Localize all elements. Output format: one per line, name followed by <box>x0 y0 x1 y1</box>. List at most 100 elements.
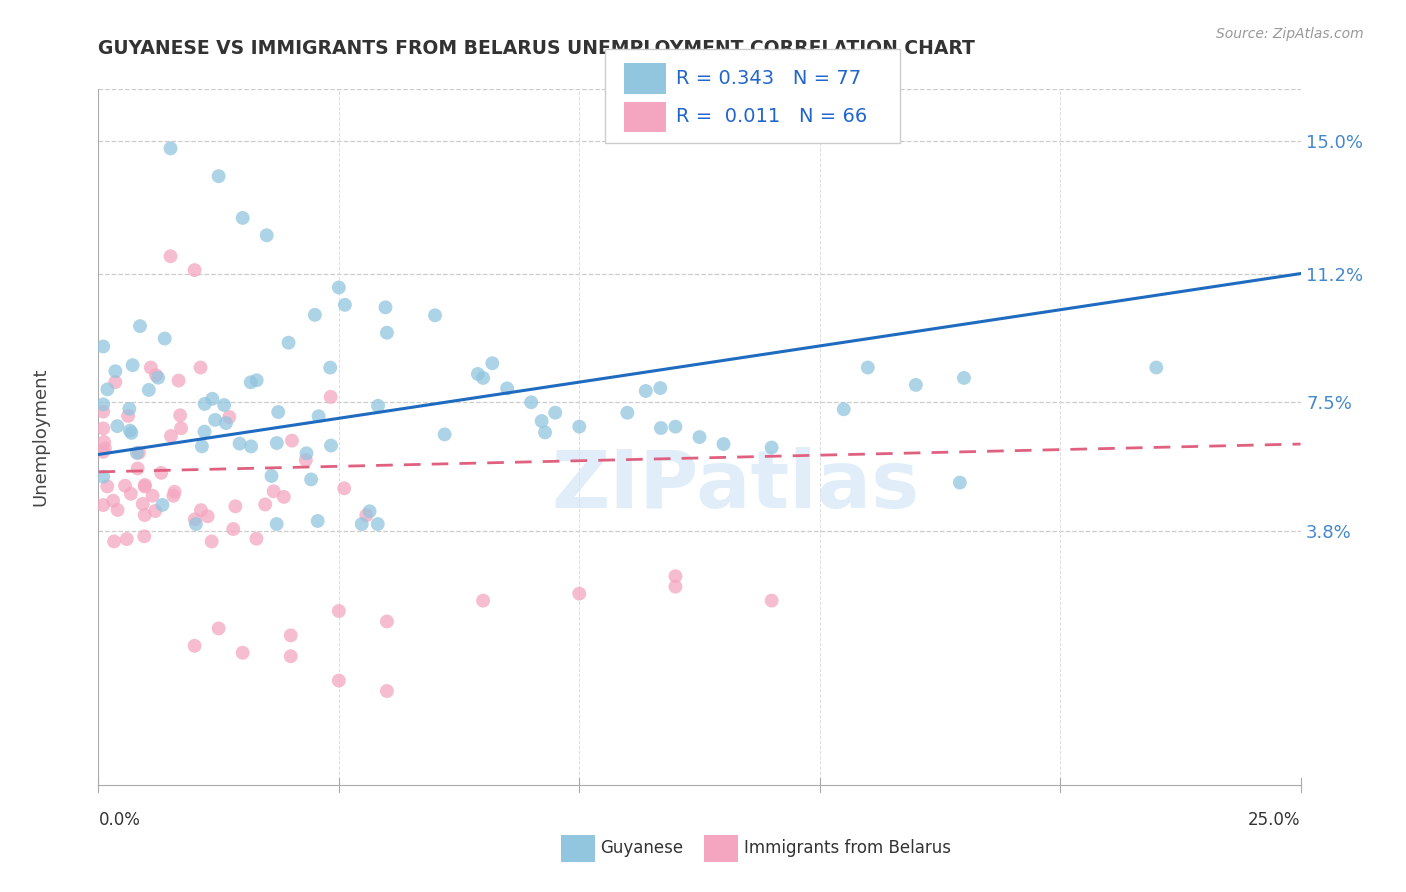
Guyanese <box>832 402 855 417</box>
Immigrants from Belarus <box>107 503 129 517</box>
Guyanese <box>204 413 226 427</box>
Immigrants from Belarus <box>167 374 190 388</box>
Guyanese <box>212 398 235 412</box>
Immigrants from Belarus <box>128 446 150 460</box>
Text: ZIPatlas: ZIPatlas <box>551 447 920 524</box>
Immigrants from Belarus <box>208 621 231 635</box>
Guyanese <box>307 514 329 528</box>
Immigrants from Belarus <box>280 649 302 664</box>
Guyanese <box>201 392 224 406</box>
Immigrants from Belarus <box>190 503 212 517</box>
Text: 25.0%: 25.0% <box>1249 811 1301 829</box>
Guyanese <box>266 516 288 531</box>
Guyanese <box>184 516 207 531</box>
Immigrants from Belarus <box>114 478 136 492</box>
Immigrants from Belarus <box>132 497 155 511</box>
Immigrants from Belarus <box>134 479 156 493</box>
Immigrants from Belarus <box>664 569 686 583</box>
Immigrants from Belarus <box>170 421 193 435</box>
Immigrants from Belarus <box>91 404 114 418</box>
Guyanese <box>228 436 250 450</box>
Immigrants from Belarus <box>375 615 398 629</box>
Immigrants from Belarus <box>184 512 207 526</box>
Immigrants from Belarus <box>139 360 162 375</box>
Guyanese <box>367 399 389 413</box>
Guyanese <box>240 439 263 453</box>
Guyanese <box>433 427 456 442</box>
Text: 0.0%: 0.0% <box>98 811 141 829</box>
Immigrants from Belarus <box>245 532 267 546</box>
Text: Unemployment: Unemployment <box>32 368 49 507</box>
Guyanese <box>159 141 181 155</box>
Guyanese <box>953 371 976 385</box>
Guyanese <box>319 438 342 452</box>
Immigrants from Belarus <box>169 409 191 423</box>
Guyanese <box>472 371 495 385</box>
Guyanese <box>761 441 783 455</box>
Immigrants from Belarus <box>328 604 350 618</box>
Immigrants from Belarus <box>163 484 186 499</box>
Immigrants from Belarus <box>96 479 118 493</box>
Immigrants from Belarus <box>201 534 224 549</box>
Immigrants from Belarus <box>127 461 149 475</box>
Text: R = 0.343   N = 77: R = 0.343 N = 77 <box>676 69 862 88</box>
Immigrants from Belarus <box>117 409 139 423</box>
Guyanese <box>91 339 114 353</box>
Guyanese <box>304 308 326 322</box>
Immigrants from Belarus <box>190 360 212 375</box>
Guyanese <box>260 469 283 483</box>
Guyanese <box>121 358 143 372</box>
Immigrants from Belarus <box>328 673 350 688</box>
Guyanese <box>277 335 299 350</box>
Immigrants from Belarus <box>143 504 166 518</box>
Guyanese <box>333 298 356 312</box>
Immigrants from Belarus <box>375 684 398 698</box>
Immigrants from Belarus <box>115 532 138 546</box>
Guyanese <box>120 425 142 440</box>
Immigrants from Belarus <box>145 368 167 383</box>
Text: Source: ZipAtlas.com: Source: ZipAtlas.com <box>1216 27 1364 41</box>
Guyanese <box>713 437 735 451</box>
Guyanese <box>105 419 128 434</box>
Guyanese <box>374 301 396 315</box>
Immigrants from Belarus <box>280 628 302 642</box>
Immigrants from Belarus <box>263 484 285 499</box>
Guyanese <box>193 425 215 439</box>
Immigrants from Belarus <box>101 493 124 508</box>
Guyanese <box>125 446 148 460</box>
Immigrants from Belarus <box>183 639 205 653</box>
Immigrants from Belarus <box>141 489 163 503</box>
Immigrants from Belarus <box>91 421 114 435</box>
Text: GUYANESE VS IMMIGRANTS FROM BELARUS UNEMPLOYMENT CORRELATION CHART: GUYANESE VS IMMIGRANTS FROM BELARUS UNEM… <box>98 39 976 58</box>
Immigrants from Belarus <box>160 429 183 443</box>
Guyanese <box>239 376 262 390</box>
Immigrants from Belarus <box>232 646 254 660</box>
Guyanese <box>129 319 152 334</box>
Guyanese <box>208 169 231 183</box>
Guyanese <box>299 472 322 486</box>
Immigrants from Belarus <box>197 509 219 524</box>
Guyanese <box>319 360 342 375</box>
Text: Immigrants from Belarus: Immigrants from Belarus <box>744 839 950 857</box>
Guyanese <box>1144 360 1167 375</box>
Guyanese <box>91 469 114 483</box>
Guyanese <box>534 425 557 440</box>
Guyanese <box>152 498 174 512</box>
Guyanese <box>96 383 118 397</box>
Immigrants from Belarus <box>224 500 246 514</box>
Guyanese <box>375 326 398 340</box>
Text: R =  0.011   N = 66: R = 0.011 N = 66 <box>676 107 868 127</box>
Guyanese <box>118 401 141 416</box>
Immigrants from Belarus <box>183 263 205 277</box>
Guyanese <box>146 370 169 384</box>
Immigrants from Belarus <box>162 489 184 503</box>
Guyanese <box>650 421 672 435</box>
Guyanese <box>246 373 269 387</box>
Immigrants from Belarus <box>281 434 304 448</box>
Guyanese <box>544 406 567 420</box>
Guyanese <box>350 516 373 531</box>
Immigrants from Belarus <box>319 390 342 404</box>
Guyanese <box>267 405 290 419</box>
Guyanese <box>91 397 114 411</box>
Immigrants from Belarus <box>93 435 115 450</box>
